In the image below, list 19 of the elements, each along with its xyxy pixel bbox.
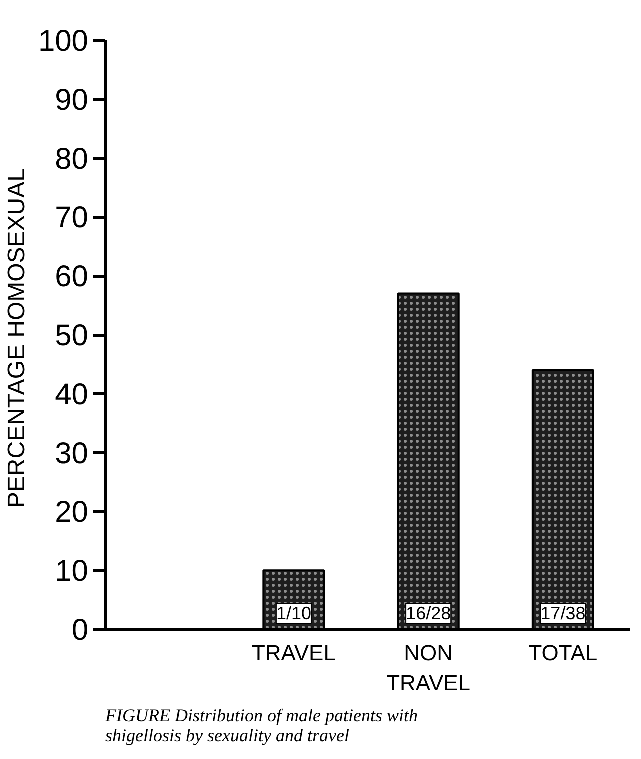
y-tick-label: 90 [55, 84, 89, 117]
x-tick-label: NON TRAVEL [386, 640, 471, 696]
y-tick-label: 100 [38, 25, 89, 58]
annotation: 16/28 [406, 604, 452, 624]
x-tick-label: TOTAL [528, 640, 598, 666]
y-tick-label: 10 [55, 555, 89, 588]
y-tick-label: 40 [55, 378, 89, 412]
annotation: 17/38 [540, 604, 586, 624]
y-tick-label: 0 [72, 614, 89, 647]
y-tick-label: 20 [55, 496, 89, 530]
annotation: 1/10 [276, 604, 312, 624]
y-tick-label: 30 [55, 437, 89, 470]
y-axis-title: PERCENTAGE HOMOSEXUAL [3, 168, 30, 508]
y-tick-label: 60 [55, 260, 89, 294]
y-tick-label: 70 [55, 202, 89, 235]
x-tick-label: TRAVEL [252, 640, 336, 666]
y-tick-label: 80 [55, 142, 89, 176]
text: FIGURE Distribution of male patients with shigellosis by sexuality and travel [104, 706, 418, 746]
y-tick-label: 50 [55, 320, 89, 352]
